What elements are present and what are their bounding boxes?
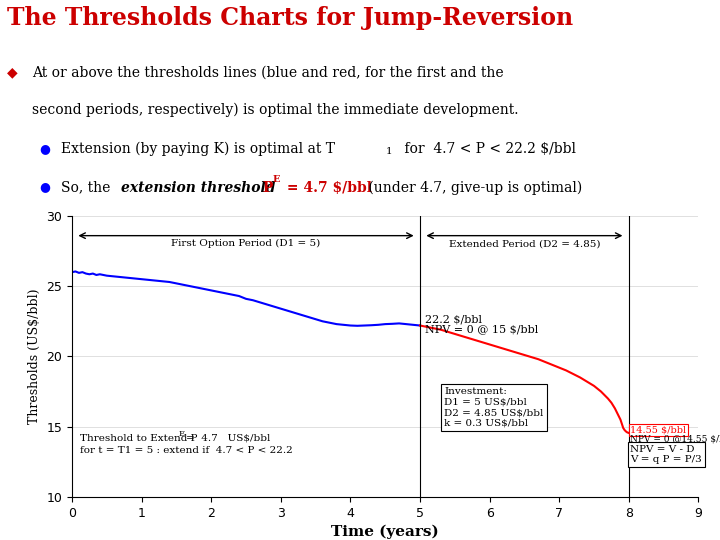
Text: ◆: ◆ — [7, 66, 18, 80]
Text: E: E — [179, 430, 185, 438]
Text: for t = T1 = 5 : extend if  4.7 < P < 22.2: for t = T1 = 5 : extend if 4.7 < P < 22.… — [81, 446, 293, 455]
Text: Investment:
D1 = 5 US$/bbl
D2 = 4.85 US$/bbl
k = 0.3 US$/bbl: Investment: D1 = 5 US$/bbl D2 = 4.85 US$… — [444, 387, 544, 428]
Text: NPV = 0 @ 15 $/bbl: NPV = 0 @ 15 $/bbl — [425, 325, 538, 335]
Text: P: P — [258, 180, 273, 194]
Text: NPV = 0 @14.55 $/bbl: NPV = 0 @14.55 $/bbl — [630, 434, 720, 443]
Text: Threshold to Extend P: Threshold to Extend P — [81, 434, 198, 443]
Text: Extension (by paying K) is optimal at T: Extension (by paying K) is optimal at T — [61, 141, 336, 156]
Y-axis label: Thresholds (US$/bbl): Thresholds (US$/bbl) — [28, 289, 41, 424]
Text: E: E — [272, 176, 279, 185]
Text: Extended Period (D2 = 4.85): Extended Period (D2 = 4.85) — [449, 239, 600, 248]
Text: ●: ● — [40, 141, 50, 154]
X-axis label: Time (years): Time (years) — [331, 525, 439, 539]
Text: extension threshold: extension threshold — [121, 180, 276, 194]
Text: (under 4.7, give-up is optimal): (under 4.7, give-up is optimal) — [364, 180, 582, 195]
Text: 1: 1 — [386, 147, 393, 156]
Text: 22.2 $/bbl: 22.2 $/bbl — [425, 315, 482, 325]
Text: The Thresholds Charts for Jump-Reversion: The Thresholds Charts for Jump-Reversion — [7, 6, 573, 30]
Text: =  4.7   US$/bbl: = 4.7 US$/bbl — [186, 434, 270, 443]
Text: second periods, respectively) is optimal the immediate development.: second periods, respectively) is optimal… — [32, 103, 519, 117]
Text: 14.55 $/bbl: 14.55 $/bbl — [630, 426, 686, 435]
Text: for  4.7 < P < 22.2 $/bbl: for 4.7 < P < 22.2 $/bbl — [400, 141, 575, 156]
Text: = 4.7 $/bbl: = 4.7 $/bbl — [282, 180, 372, 194]
Text: First Option Period (D1 = 5): First Option Period (D1 = 5) — [171, 239, 320, 248]
Text: NPV = V - D
V = q P = P/3: NPV = V - D V = q P = P/3 — [630, 445, 702, 464]
Text: So, the: So, the — [61, 180, 115, 194]
Text: ●: ● — [40, 180, 50, 193]
Text: At or above the thresholds lines (blue and red, for the first and the: At or above the thresholds lines (blue a… — [32, 66, 504, 80]
